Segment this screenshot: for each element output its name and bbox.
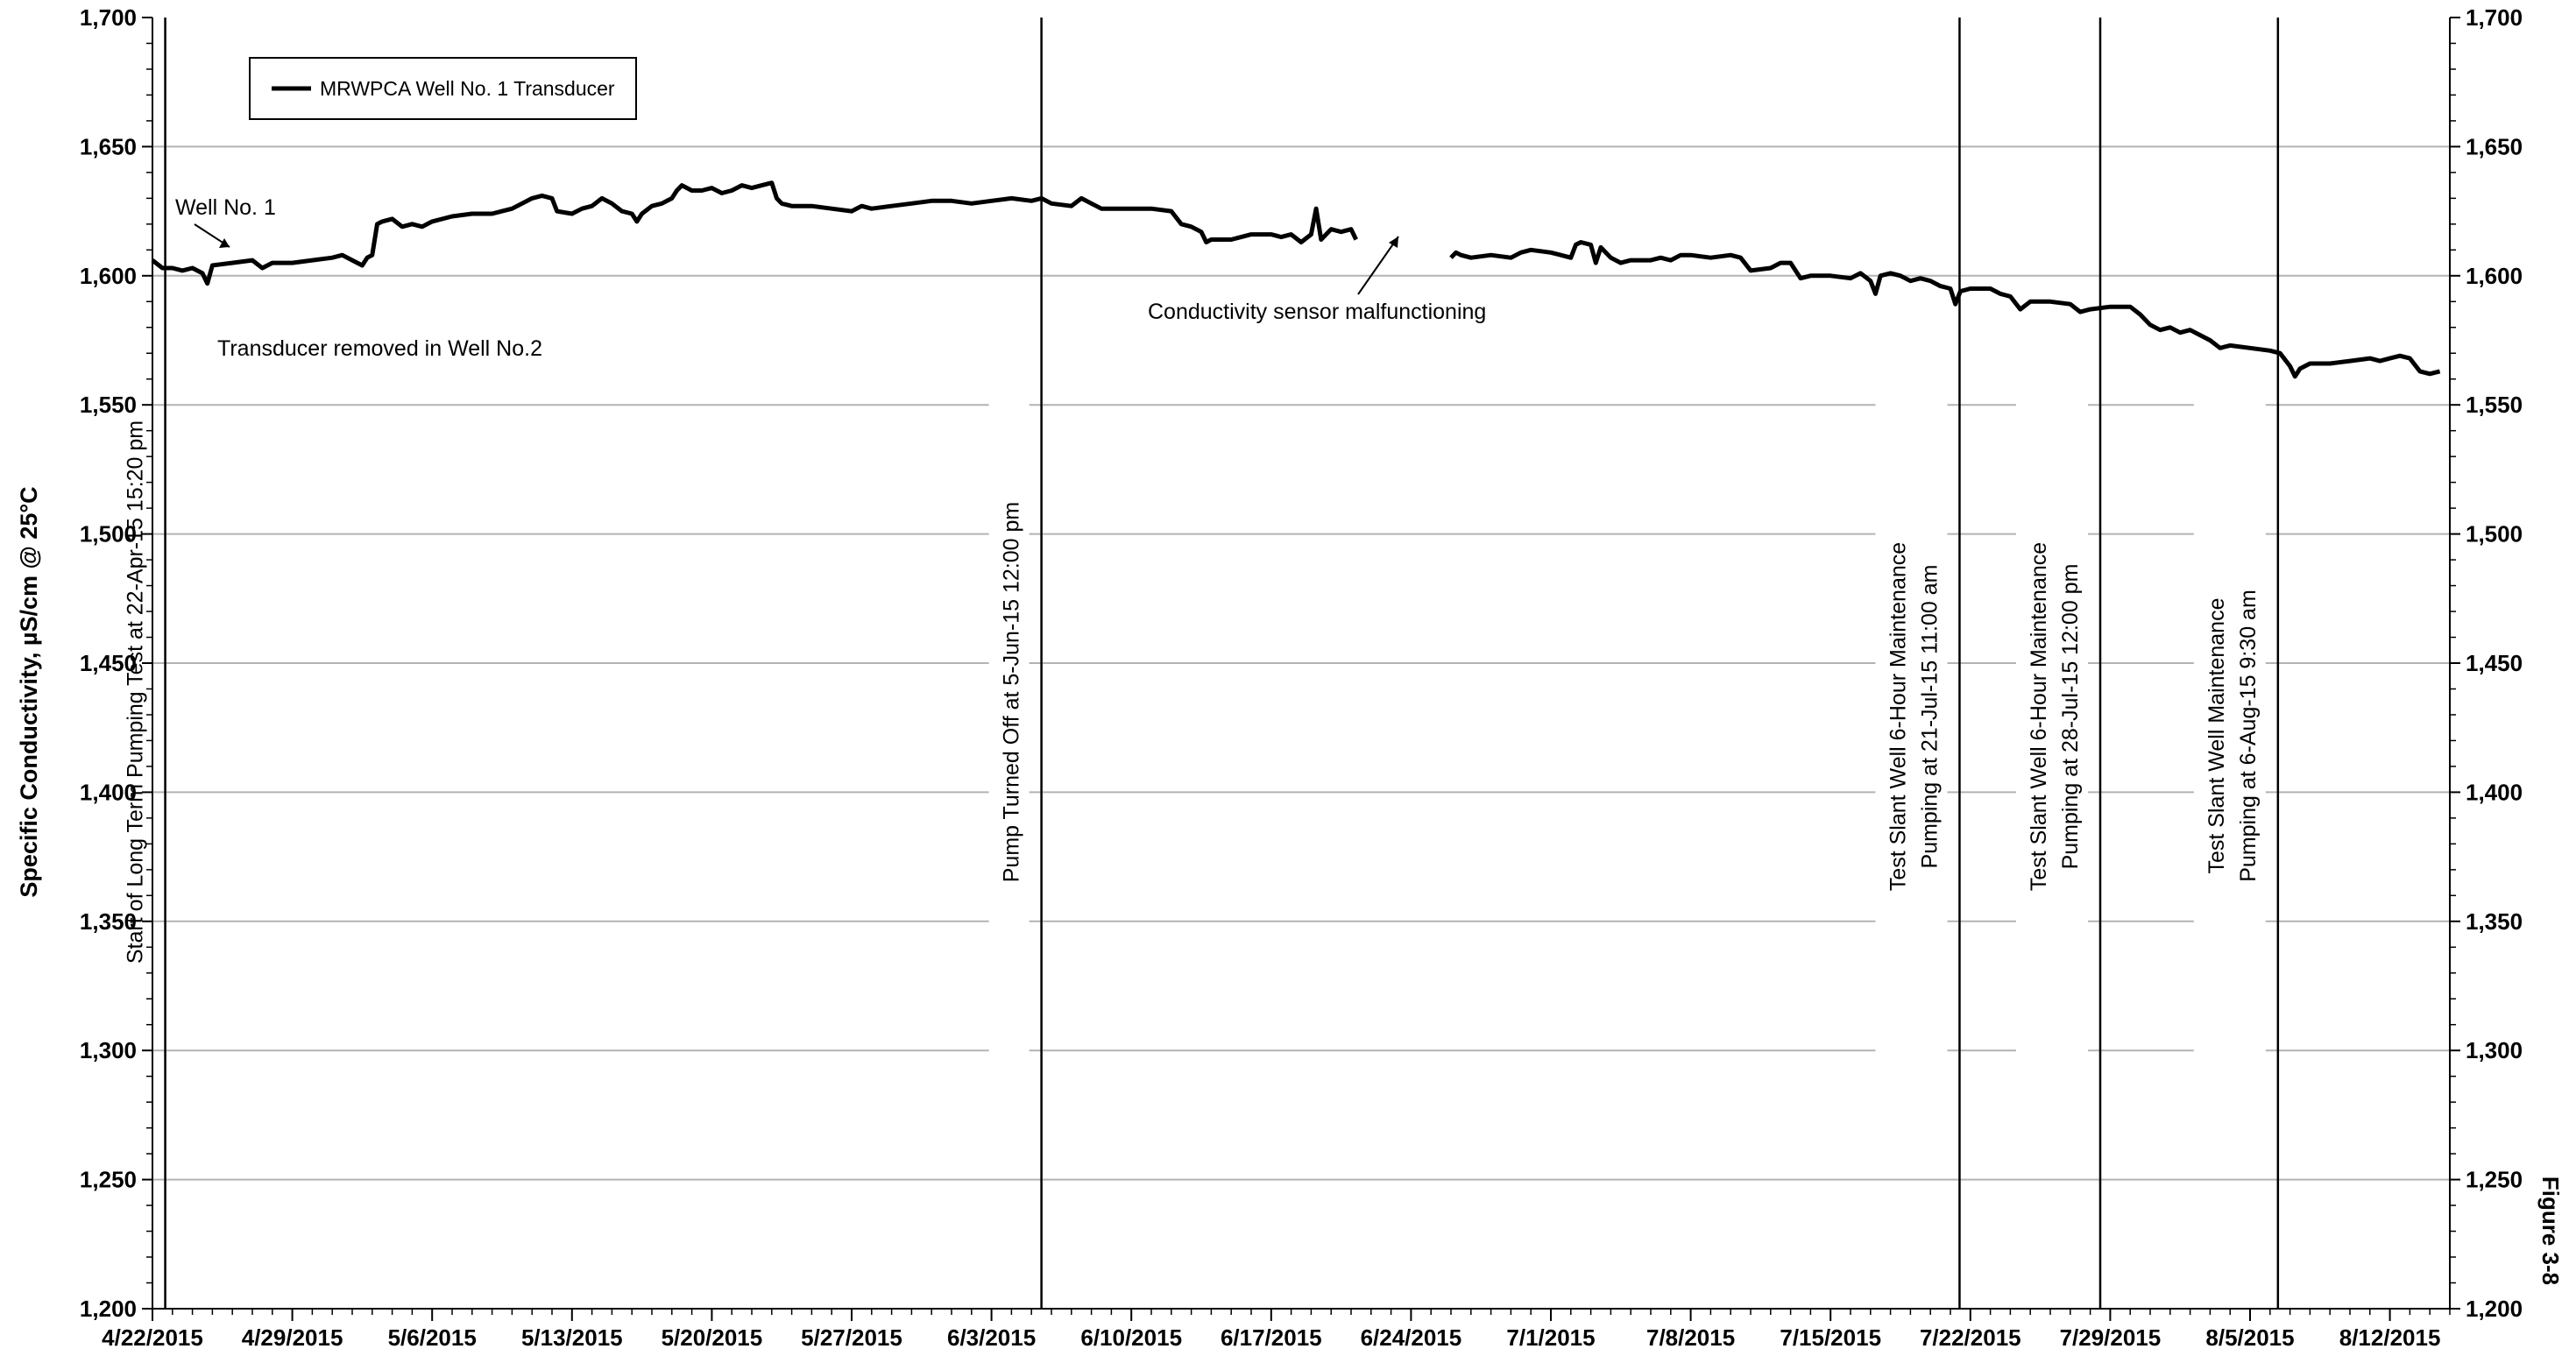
y-axis-label: Specific Conductivity, µS/cm @ 25°C [16, 486, 42, 897]
event-label: Test Slant Well Maintenance [2204, 598, 2229, 874]
annotations: Well No. 1 Transducer removed in Well No.… [175, 195, 1486, 361]
x-tick-label: 7/22/2015 [1920, 1324, 2021, 1351]
x-tick-label: 5/13/2015 [521, 1324, 623, 1351]
event-label-backing [2016, 349, 2088, 1084]
event-label-backing [112, 324, 153, 1060]
annotation-arrowhead [1389, 237, 1398, 248]
event-label-backing [1875, 349, 1948, 1084]
y-tick-label-right: 1,550 [2466, 392, 2523, 418]
x-tick-label: 4/22/2015 [102, 1324, 203, 1351]
y-tick-label-left: 1,550 [80, 392, 137, 418]
x-tick-label: 8/12/2015 [2339, 1324, 2441, 1351]
series-line [151, 180, 1358, 286]
y-tick-label-right: 1,250 [2466, 1167, 2523, 1193]
axes: 1,200 1,200 1,250 1,250 1,300 1,300 1,350 1,350… [80, 4, 2523, 1351]
x-tick-label: 7/15/2015 [1780, 1324, 1881, 1351]
y-tick-label-left: 1,500 [80, 521, 137, 547]
series-line [1449, 240, 2441, 379]
gridlines [152, 145, 2450, 1181]
y-tick-label-left: 1,250 [80, 1167, 137, 1193]
y-tick-label-right: 1,500 [2466, 521, 2523, 547]
legend: MRWPCA Well No. 1 Transducer [249, 57, 637, 120]
x-tick-label: 5/20/2015 [662, 1324, 763, 1351]
event-label: Test Slant Well 6-Hour Maintenance [2027, 542, 2051, 891]
x-tick-label: 5/6/2015 [388, 1324, 477, 1351]
x-tick-label: 7/29/2015 [2060, 1324, 2162, 1351]
event-label: Test Slant Well 6-Hour Maintenance [1886, 542, 1910, 891]
y-tick-label-left: 1,300 [80, 1037, 137, 1063]
x-tick-label: 5/27/2015 [801, 1324, 902, 1351]
annotation-well-no-1: Well No. 1 [175, 195, 276, 220]
y-tick-label-right: 1,600 [2466, 263, 2523, 289]
y-tick-label-right: 1,650 [2466, 133, 2523, 159]
y-tick-label-right: 1,450 [2466, 650, 2523, 676]
x-tick-label: 7/8/2015 [1646, 1324, 1735, 1351]
event-label: Start of Long Term Pumping Test at 22-Ap… [124, 420, 148, 964]
x-tick-label: 6/17/2015 [1221, 1324, 1322, 1351]
annotation-transducer-removed: Transducer removed in Well No.2 [217, 336, 542, 361]
y-tick-label-left: 1,650 [80, 133, 137, 159]
event-label: Pump Turned Off at 5-Jun-15 12:00 pm [1000, 502, 1024, 883]
y-tick-label-left: 1,700 [80, 4, 137, 31]
y-tick-label-left: 1,350 [80, 908, 137, 935]
y-tick-label-left: 1,600 [80, 263, 137, 289]
legend-label: MRWPCA Well No. 1 Transducer [320, 77, 615, 100]
y-tick-label-right: 1,400 [2466, 779, 2523, 805]
event-label-backing [988, 324, 1030, 1060]
x-tick-label: 4/29/2015 [242, 1324, 343, 1351]
event-lines: Start of Long Term Pumping Test at 22-Ap… [112, 18, 2280, 1309]
event-label: Pumping at 21-Jul-15 11:00 am [1917, 565, 1942, 869]
x-tick-label: 8/5/2015 [2205, 1324, 2294, 1351]
event-label-backing [2193, 368, 2266, 1104]
y-tick-label-right: 1,350 [2466, 908, 2523, 935]
annotation-sensor-malfunction: Conductivity sensor malfunctioning [1148, 300, 1486, 324]
y-tick-label-left: 1,200 [80, 1296, 137, 1322]
y-tick-label-left: 1,450 [80, 650, 137, 676]
y-tick-label-right: 1,200 [2466, 1296, 2523, 1322]
annotation-arrow [1357, 236, 1399, 295]
annotation-arrowhead [219, 238, 230, 248]
y-tick-label-right: 1,700 [2466, 4, 2523, 31]
figure-label: Figure 3-8 [2537, 1176, 2564, 1285]
x-tick-label: 6/24/2015 [1361, 1324, 1462, 1351]
y-tick-label-right: 1,300 [2466, 1037, 2523, 1063]
x-tick-label: 6/10/2015 [1080, 1324, 1182, 1351]
legend-box [249, 57, 637, 120]
y-tick-label-left: 1,400 [80, 779, 137, 805]
event-label: Pumping at 28-Jul-15 12:00 pm [2058, 564, 2083, 870]
series-layer [151, 180, 2441, 379]
x-tick-label: 7/1/2015 [1506, 1324, 1595, 1351]
event-label: Pumping at 6-Aug-15 9:30 am [2236, 590, 2261, 882]
x-tick-label: 6/3/2015 [947, 1324, 1036, 1351]
